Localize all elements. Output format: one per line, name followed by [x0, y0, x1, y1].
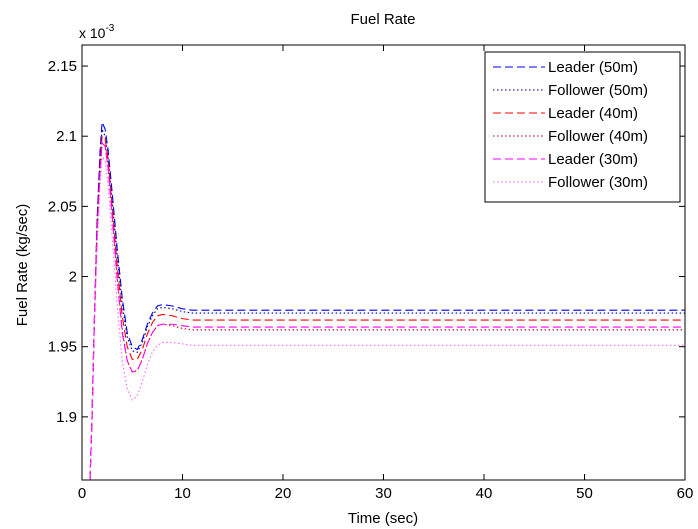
- legend-label: Leader (40m): [548, 105, 638, 122]
- y-tick-label: 2.05: [48, 198, 77, 215]
- y-tick-label: 2.1: [56, 128, 77, 145]
- axis-ticks: 0 10 20 30 40 50 60 1.9 1.95 2 2.05 2.1 2.15: [48, 45, 694, 502]
- series-line-6: [89, 156, 685, 480]
- y-exponent-power: -3: [105, 23, 114, 34]
- legend-box: [484, 51, 681, 203]
- legend-label: Leader (50m): [548, 59, 638, 76]
- legend-label: Follower (30m): [548, 174, 648, 191]
- y-tick-label: 1.95: [48, 339, 77, 356]
- y-tick-label: 1.9: [56, 409, 77, 426]
- series-line-5: [89, 142, 685, 480]
- y-axis-label: Fuel Rate (kg/sec): [14, 204, 31, 327]
- x-tick-label: 60: [677, 485, 694, 502]
- x-axis-label: Time (sec): [348, 510, 418, 527]
- chart-title: Fuel Rate: [350, 11, 415, 28]
- legend: Leader (50m) Follower (50m) Leader (40m) Fo…: [484, 51, 681, 203]
- legend-label: Follower (40m): [548, 128, 648, 145]
- x-tick-label: 10: [174, 485, 191, 502]
- x-tick-label: 20: [275, 485, 292, 502]
- x-tick-label: 30: [375, 485, 392, 502]
- x-tick-label: 40: [476, 485, 493, 502]
- series-line-4: [89, 142, 685, 480]
- legend-label: Leader (30m): [548, 151, 638, 168]
- legend-label: Follower (50m): [548, 82, 648, 99]
- series-line-1: [89, 121, 685, 480]
- y-tick-label: 2: [69, 269, 77, 286]
- x-tick-label: 0: [78, 485, 86, 502]
- x-tick-label: 50: [576, 485, 593, 502]
- y-exponent-label: x 10-3: [79, 23, 115, 41]
- y-tick-label: 2.15: [48, 58, 77, 75]
- plot-area: [89, 121, 685, 480]
